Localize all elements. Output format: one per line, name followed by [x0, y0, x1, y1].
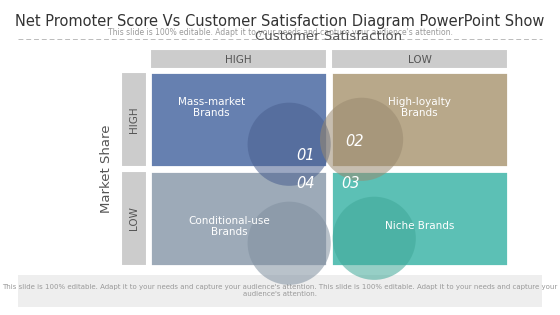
Text: LOW: LOW — [408, 55, 431, 65]
Text: 03: 03 — [342, 176, 360, 191]
FancyBboxPatch shape — [18, 275, 542, 307]
Text: HIGH: HIGH — [129, 106, 139, 133]
Text: High-loyalty
Brands: High-loyalty Brands — [388, 97, 451, 118]
FancyBboxPatch shape — [121, 72, 147, 167]
Ellipse shape — [333, 197, 416, 280]
Text: 02: 02 — [345, 134, 363, 149]
FancyBboxPatch shape — [150, 171, 327, 266]
FancyBboxPatch shape — [331, 72, 508, 167]
Text: Market Share: Market Share — [100, 125, 113, 213]
Text: Niche Brands: Niche Brands — [385, 221, 454, 232]
FancyBboxPatch shape — [331, 171, 508, 266]
FancyBboxPatch shape — [150, 49, 327, 69]
Text: Customer Satisfaction: Customer Satisfaction — [255, 30, 403, 43]
Text: HIGH: HIGH — [225, 55, 252, 65]
Text: This slide is 100% editable. Adapt it to your needs and capture your audience's : This slide is 100% editable. Adapt it to… — [108, 28, 452, 37]
FancyBboxPatch shape — [150, 72, 327, 167]
Text: Mass-market
Brands: Mass-market Brands — [178, 97, 245, 118]
Ellipse shape — [320, 98, 403, 181]
Text: Net Promoter Score Vs Customer Satisfaction Diagram PowerPoint Show: Net Promoter Score Vs Customer Satisfact… — [15, 14, 545, 29]
Ellipse shape — [248, 202, 331, 285]
Text: This slide is 100% editable. Adapt it to your needs and capture your audience's : This slide is 100% editable. Adapt it to… — [2, 284, 558, 297]
Text: 01: 01 — [296, 148, 315, 163]
Ellipse shape — [248, 103, 331, 186]
Text: LOW: LOW — [129, 207, 139, 231]
FancyBboxPatch shape — [331, 49, 508, 69]
Text: Conditional-use
Brands: Conditional-use Brands — [189, 216, 270, 237]
FancyBboxPatch shape — [121, 171, 147, 266]
Text: 04: 04 — [296, 176, 315, 191]
